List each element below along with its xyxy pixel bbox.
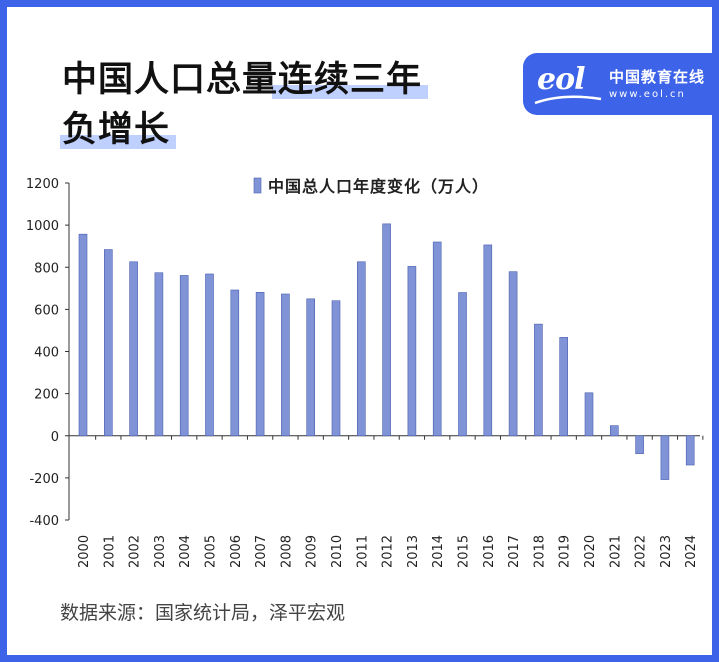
y-tick-label: 1000: [26, 219, 59, 234]
bar: [458, 292, 467, 437]
x-tick-label: 2004: [178, 535, 193, 568]
bar: [635, 435, 644, 454]
bar: [129, 261, 138, 437]
y-tick-label: 800: [34, 261, 59, 276]
bar: [356, 261, 366, 437]
x-tick-label: 2015: [457, 535, 472, 568]
legend-swatch: [253, 177, 262, 194]
eol-logo: eol 中国教育在线 www.eol.cn: [523, 53, 713, 115]
x-tick-label: 2012: [381, 535, 396, 568]
x-tick-label: 2005: [204, 535, 219, 568]
y-tick-label: 600: [34, 303, 59, 318]
x-tick-label: 2017: [507, 535, 522, 568]
x-tick-label: 2013: [406, 535, 421, 568]
y-tick-label: 1200: [26, 177, 59, 192]
x-tick-label: 2021: [608, 535, 623, 568]
title-line-1: 中国人口总量连续三年: [62, 55, 429, 105]
logo-name: 中国教育在线: [609, 68, 706, 86]
bar: [78, 233, 88, 437]
y-tick-label: -400: [29, 514, 59, 529]
x-tick-label: 2007: [254, 535, 269, 568]
bar: [230, 289, 240, 437]
source-note: 数据来源：国家统计局，泽平宏观: [60, 602, 346, 624]
x-tick-label: 2018: [532, 535, 547, 568]
x-tick-label: 2016: [482, 535, 497, 568]
bar: [205, 273, 214, 437]
bar: [432, 241, 442, 437]
x-tick-label: 2019: [558, 535, 573, 568]
title-highlight: [60, 135, 177, 149]
x-tick-label: 2023: [659, 535, 674, 568]
legend-label: 中国总人口年度变化（万人）: [268, 177, 489, 196]
title-line-2: 负增长: [60, 105, 177, 155]
bar: [407, 266, 417, 437]
bar: [685, 435, 695, 466]
page-title: 中国人口总量连续三年 负增长: [60, 55, 429, 155]
logo-url: www.eol.cn: [609, 89, 686, 100]
bar: [179, 275, 189, 437]
bar: [660, 435, 670, 480]
bar: [104, 249, 113, 437]
bar: [331, 300, 341, 437]
bar: [483, 244, 493, 437]
x-tick-label: 2003: [153, 535, 168, 568]
x-tick-label: 2000: [77, 535, 92, 568]
x-tick-label: 2008: [279, 535, 294, 568]
x-tick-label: 2011: [355, 535, 370, 568]
bar: [382, 223, 391, 437]
bar: [281, 293, 290, 437]
x-tick-label: 2014: [431, 535, 446, 568]
logo-mark: eol: [537, 62, 585, 97]
bar: [154, 272, 164, 437]
x-tick-label: 2002: [128, 535, 143, 568]
x-tick-label: 2001: [102, 535, 117, 568]
title-highlight: [272, 85, 429, 99]
x-tick-label: 2022: [634, 535, 649, 568]
logo-swoosh-icon: [534, 95, 602, 105]
x-tick-label: 2024: [684, 535, 699, 568]
x-tick-label: 2020: [583, 535, 598, 568]
bar: [559, 337, 569, 437]
bar: [255, 292, 265, 437]
bar: [609, 425, 619, 437]
y-tick-label: -200: [29, 472, 59, 487]
bar: [508, 271, 518, 437]
bar: [306, 298, 316, 437]
x-tick-label: 2009: [305, 535, 320, 568]
bar: [584, 392, 594, 437]
y-tick-label: 0: [51, 430, 59, 445]
x-tick-label: 2010: [330, 535, 345, 568]
x-tick-label: 2006: [229, 535, 244, 568]
y-tick-label: 400: [34, 346, 59, 361]
bar: [534, 323, 543, 437]
y-tick-label: 200: [34, 388, 59, 403]
